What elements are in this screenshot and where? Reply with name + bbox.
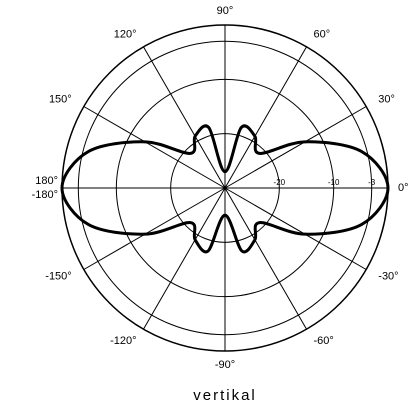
angle-tick-label: 150° [49,93,72,105]
pattern-line [60,124,390,254]
angle-tick-label: -30° [378,270,398,282]
radial-tick-label: -3 [368,178,376,187]
angle-grid-line [83,106,226,189]
angle-tick-label: -150° [45,270,71,282]
angle-tick-label: -120° [110,335,136,347]
angle-tick-label: 90° [217,5,234,17]
angle-tick-label: 0° [398,182,409,194]
angle-tick-label: 180° [35,175,58,187]
angle-tick-label: 30° [378,93,395,105]
angle-grid-line [224,187,307,330]
angle-tick-label: -180° [32,189,58,201]
radial-tick-label: -20 [274,178,286,187]
chart-caption: vertikal [193,387,257,404]
radial-grid-circle [170,133,280,243]
radial-grid-circle [115,78,335,298]
angle-tick-label: -60° [314,335,334,347]
angle-grid-line [224,46,307,189]
angle-tick-label: 60° [314,29,331,41]
angle-tick-label: 120° [114,29,137,41]
radial-tick-label: -10 [328,178,340,187]
angle-grid-line [143,46,226,189]
angle-grid-line [143,187,226,330]
angle-tick-label: -90° [215,359,235,371]
radial-grid-circle [77,40,373,336]
angle-grid-line [224,106,367,189]
angle-grid-line [83,187,226,270]
angle-grid-line [224,187,367,270]
